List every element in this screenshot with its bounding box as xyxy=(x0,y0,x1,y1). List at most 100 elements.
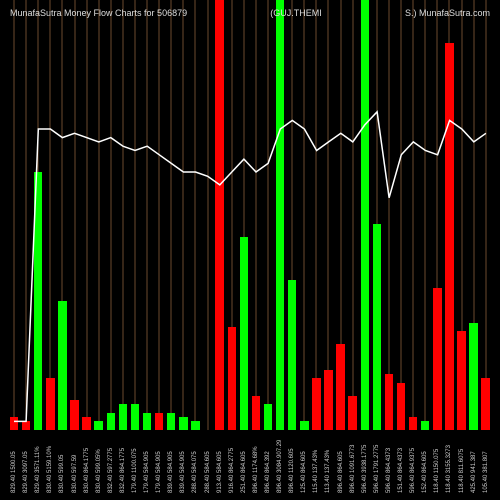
grid-line xyxy=(122,0,123,430)
bar xyxy=(288,280,296,431)
bar xyxy=(336,344,344,430)
bar-slot xyxy=(455,0,467,430)
bar xyxy=(324,370,332,430)
x-label: 596.40 3938.1775 xyxy=(359,430,371,500)
grid-line xyxy=(352,0,353,430)
grid-line xyxy=(183,0,184,430)
grid-line xyxy=(413,0,414,430)
bar-slot xyxy=(68,0,80,430)
x-label: 151.40 864.4373 xyxy=(395,430,407,500)
bar-slot xyxy=(383,0,395,430)
grid-line xyxy=(50,0,51,430)
x-label: 288.40 584.605 xyxy=(202,430,214,500)
x-label: 839.40 584.905 xyxy=(177,430,189,500)
bar xyxy=(312,378,320,430)
bar xyxy=(155,413,163,430)
bar-slot xyxy=(238,0,250,430)
bar-slot xyxy=(214,0,226,430)
x-label: 830.40 599.05 xyxy=(56,430,68,500)
chart-header: MunafaSutra Money Flow Charts for 506879… xyxy=(0,8,500,18)
bar-slot xyxy=(56,0,68,430)
grid-line xyxy=(316,0,317,430)
bar xyxy=(445,43,453,430)
grid-line xyxy=(195,0,196,430)
bar-slot xyxy=(335,0,347,430)
bar-slot xyxy=(468,0,480,430)
bar-slot xyxy=(359,0,371,430)
bar-slot xyxy=(395,0,407,430)
bar-slot xyxy=(322,0,334,430)
bar xyxy=(228,327,236,430)
x-label: 832.40 597.2775 xyxy=(105,430,117,500)
x-label: 830.40 599.05% xyxy=(93,430,105,500)
x-label: 896.40 1091.6773 xyxy=(347,430,359,500)
bar-slot xyxy=(419,0,431,430)
bar-slot xyxy=(286,0,298,430)
bar-slot xyxy=(105,0,117,430)
grid-line xyxy=(425,0,426,430)
bar xyxy=(131,404,139,430)
bar xyxy=(58,301,66,430)
title-center: (GUJ.THEMI xyxy=(270,8,322,18)
grid-line xyxy=(98,0,99,430)
bar-slot xyxy=(262,0,274,430)
x-label: 913.40 584.605 xyxy=(214,430,226,500)
bar-slot xyxy=(117,0,129,430)
bar-slot xyxy=(165,0,177,430)
bar-slot xyxy=(44,0,56,430)
grid-line xyxy=(14,0,15,430)
grid-line xyxy=(159,0,160,430)
x-label: 896.40 864.605 xyxy=(335,430,347,500)
x-label: 288.40 584.075 xyxy=(189,430,201,500)
grid-line xyxy=(26,0,27,430)
x-label: 118.40 1150.075 xyxy=(431,430,443,500)
bar xyxy=(373,224,381,430)
bar xyxy=(46,378,54,430)
bar-slot xyxy=(310,0,322,430)
x-label: 179.40 584.905 xyxy=(141,430,153,500)
grid-line xyxy=(134,0,135,430)
bar-slot xyxy=(81,0,93,430)
bar xyxy=(179,417,187,430)
bar-slot xyxy=(189,0,201,430)
bar-slot xyxy=(129,0,141,430)
grid-line xyxy=(328,0,329,430)
grid-line xyxy=(388,0,389,430)
x-label: 105.40 381.807 xyxy=(480,430,492,500)
x-label: 179.40 1100.075 xyxy=(129,430,141,500)
grid-line xyxy=(255,0,256,430)
x-label: 115.40 137.43% xyxy=(310,430,322,500)
bar xyxy=(119,404,127,430)
bar xyxy=(300,421,308,430)
x-label: 113.40 137.43% xyxy=(322,430,334,500)
x-label: 251.40 864.605 xyxy=(238,430,250,500)
x-label: 596.40 864.4373 xyxy=(383,430,395,500)
x-label: 896.40 864.392 xyxy=(262,430,274,500)
x-label: 896.40 3084.907.29 xyxy=(274,430,286,500)
bar xyxy=(107,413,115,430)
grid-line xyxy=(171,0,172,430)
bar xyxy=(70,400,78,430)
x-label: 152.40 864.605 xyxy=(419,430,431,500)
x-label: 829.40 3097.05 xyxy=(20,430,32,500)
grid-line xyxy=(147,0,148,430)
bar-slot xyxy=(274,0,286,430)
x-label: 596.40 864.9375 xyxy=(407,430,419,500)
x-label: 118.40 811.6075 xyxy=(455,430,467,500)
bar xyxy=(34,172,42,430)
bar xyxy=(361,0,369,430)
bar-slot xyxy=(153,0,165,430)
bar-slot xyxy=(347,0,359,430)
x-label: 916.40 864.2775 xyxy=(226,430,238,500)
title-right: S.) MunafaSutra.com xyxy=(405,8,490,18)
x-label: 830.40 864.1775 xyxy=(81,430,93,500)
bar xyxy=(240,237,248,431)
bar-slot xyxy=(250,0,262,430)
x-label: 896.40 1174.68% xyxy=(250,430,262,500)
bar-slot xyxy=(226,0,238,430)
x-label: 829.40 3571.11% xyxy=(32,430,44,500)
bar xyxy=(215,0,223,430)
x-label: 118.40 3155.3273 xyxy=(443,430,455,500)
bar xyxy=(385,374,393,430)
x-label: 830.40 5159.10% xyxy=(44,430,56,500)
